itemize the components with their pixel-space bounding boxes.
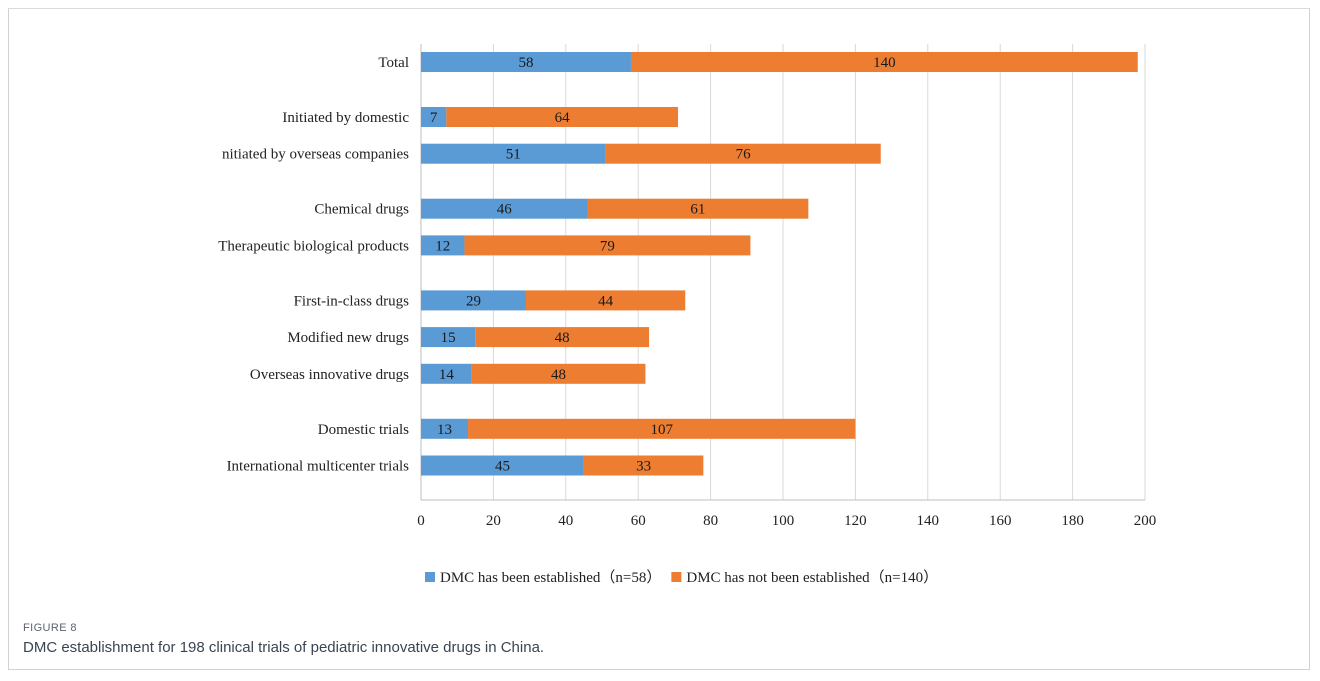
bar-not-established [583, 455, 704, 476]
x-tick-label-100: 100 [772, 513, 795, 529]
data-label: 48 [555, 330, 570, 346]
category-label: Initiated by domestic [282, 110, 409, 126]
data-label: 61 [690, 202, 705, 218]
bar-established [421, 327, 476, 348]
x-tick-label-0: 0 [417, 513, 425, 529]
x-tick-label-60: 60 [631, 513, 646, 529]
bars [421, 52, 1138, 476]
data-label: 51 [506, 147, 521, 163]
data-label: 107 [650, 422, 673, 438]
category-label: Total [378, 55, 409, 71]
x-tick-label-180: 180 [1061, 513, 1084, 529]
bar-not-established [475, 327, 650, 348]
x-tick-label-140: 140 [917, 513, 940, 529]
data-label: 45 [495, 459, 510, 475]
stacked-bar-chart: 58 140 7 64 51 76 46 61 12 79 29 44 15 48 14 48 13 107 45 3… [218, 44, 1156, 586]
bar-established [421, 418, 469, 439]
category-label: Therapeutic biological products [218, 238, 409, 254]
category-label: Chemical drugs [314, 202, 409, 218]
data-label: 64 [555, 110, 571, 126]
data-label: 12 [435, 238, 450, 254]
data-label: 58 [518, 55, 533, 71]
category-label: Modified new drugs [287, 330, 409, 346]
data-label: 14 [439, 367, 455, 383]
bar-established [421, 290, 526, 311]
data-label: 44 [598, 293, 614, 309]
data-label: 7 [430, 110, 438, 126]
category-label: Overseas innovative drugs [250, 367, 409, 383]
figure-frame [8, 8, 1310, 670]
category-label: nitiated by overseas companies [222, 147, 409, 163]
data-label: 29 [466, 293, 481, 309]
bar-established [421, 52, 631, 72]
legend-swatch-not-established [671, 572, 682, 582]
bar-established [421, 198, 588, 219]
data-label: 46 [497, 202, 513, 218]
legend: DMC has been established（n=58） DMC has no… [425, 569, 938, 586]
x-tick-label-80: 80 [703, 513, 718, 529]
category-label: International multicenter trials [227, 459, 410, 475]
bar-not-established [605, 143, 881, 164]
data-label: 15 [441, 330, 456, 346]
x-tick-labels: 0 20 40 60 80 100 120 140 160 180 200 [417, 513, 1156, 529]
figure-label: FIGURE 8 [23, 622, 77, 634]
figure-caption: DMC establishment for 198 clinical trial… [23, 639, 545, 656]
bar-not-established [446, 107, 679, 127]
bar-established [421, 455, 584, 476]
data-label: 48 [551, 367, 566, 383]
bar-not-established [471, 363, 646, 384]
bar-established [421, 143, 606, 164]
bar-established [421, 363, 472, 384]
x-tick-label-160: 160 [989, 513, 1012, 529]
bar-not-established [525, 290, 686, 311]
legend-label-established: DMC has been established（n=58） [440, 569, 661, 586]
x-tick-label-20: 20 [486, 513, 501, 529]
bar-not-established [630, 52, 1138, 72]
bar-established [421, 107, 447, 127]
bar-not-established [464, 235, 751, 256]
category-label: First-in-class drugs [294, 293, 410, 309]
data-label: 13 [437, 422, 452, 438]
data-label: 79 [600, 238, 615, 254]
bar-established [421, 235, 465, 256]
data-label: 33 [636, 459, 651, 475]
bar-not-established [468, 418, 856, 439]
legend-swatch-established [425, 572, 435, 582]
legend-label-not-established: DMC has not been established（n=140） [686, 569, 938, 586]
x-tick-label-40: 40 [558, 513, 573, 529]
x-tick-label-120: 120 [844, 513, 867, 529]
bar-not-established [587, 198, 809, 219]
data-label: 140 [873, 55, 896, 71]
category-labels: Total Initiated by domestic nitiated by ov… [218, 55, 409, 475]
data-labels: 58 140 7 64 51 76 46 61 12 79 29 44 15 48 14 48 13 107 45 3… [430, 55, 896, 475]
category-label: Domestic trials [318, 422, 409, 438]
data-label: 76 [736, 147, 752, 163]
x-tick-label-200: 200 [1134, 513, 1157, 529]
